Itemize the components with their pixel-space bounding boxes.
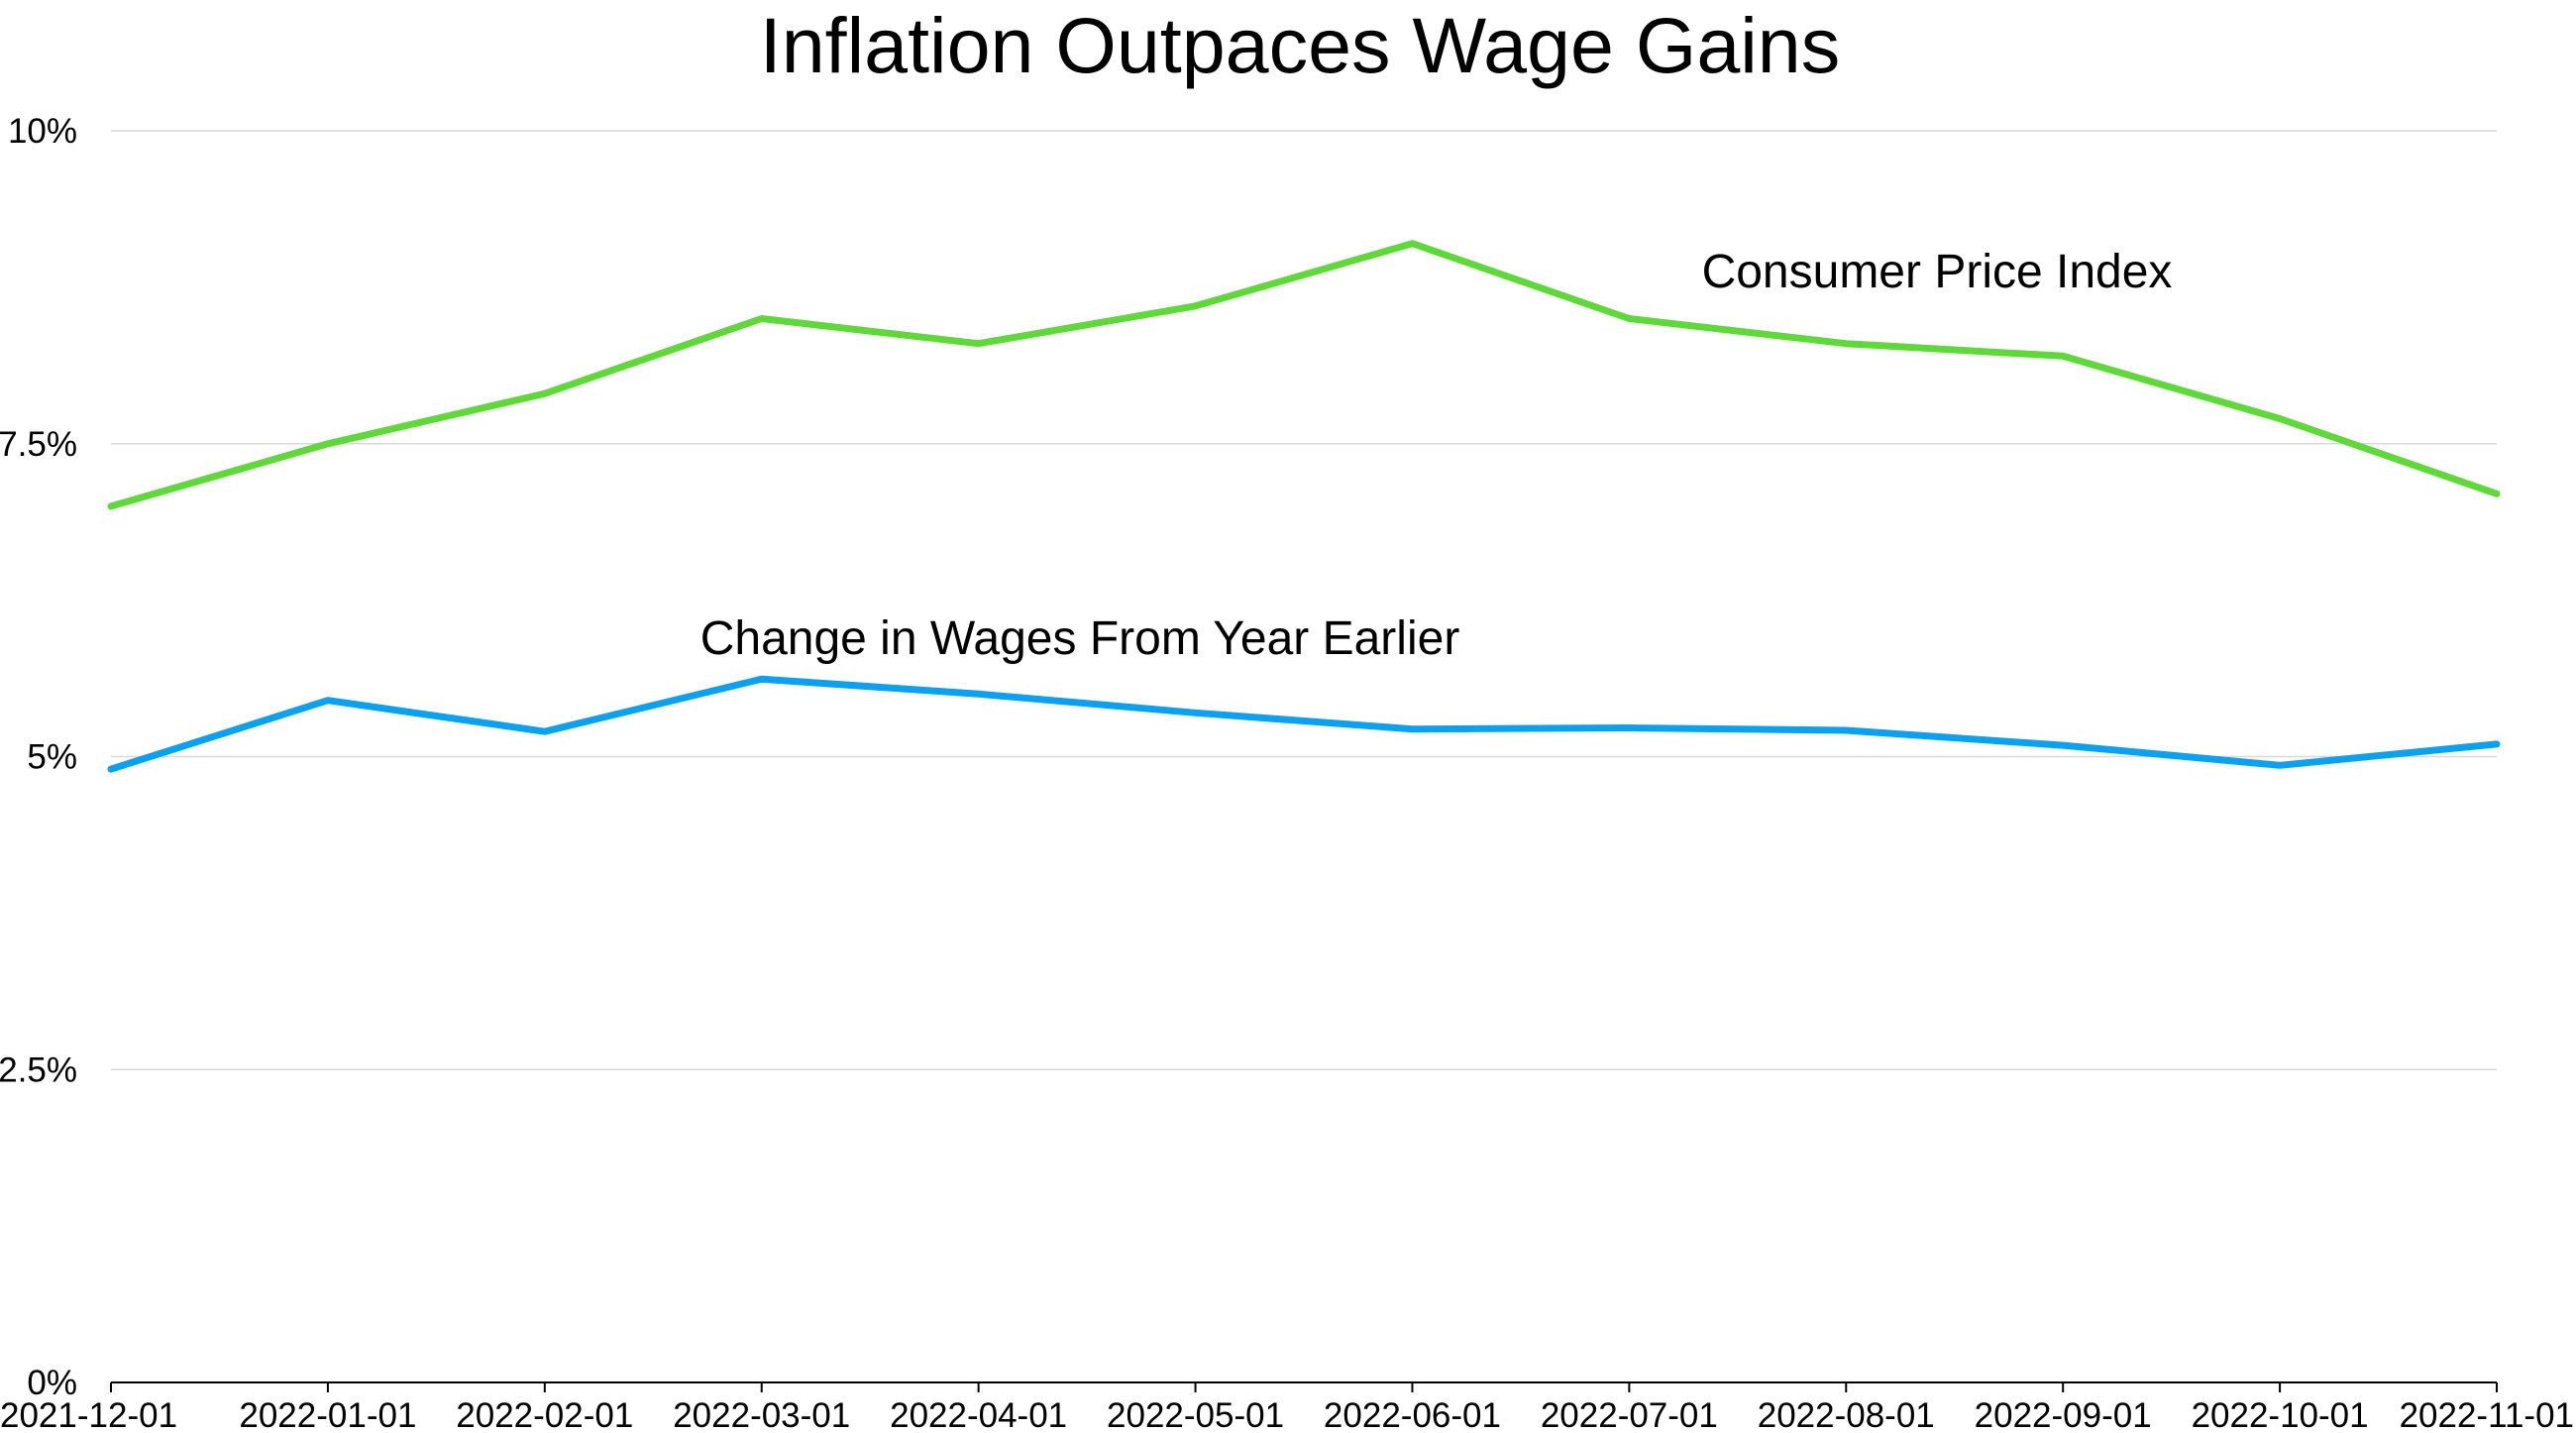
x-tick-label: 2022-01-01 — [239, 1396, 416, 1433]
x-tick-label: 2021-12-01 — [0, 1396, 177, 1433]
series-line-wages — [107, 675, 2501, 773]
y-axis-ticks: 0% 2.5% 5% 7.5% 10% — [0, 112, 77, 1402]
x-tick-label: 2022-08-01 — [1758, 1396, 1935, 1433]
x-tick-label: 2022-02-01 — [456, 1396, 633, 1433]
chart-title: Inflation Outpaces Wage Gains — [760, 1, 1841, 89]
y-tick-label: 0% — [27, 1364, 77, 1402]
y-tick-label: 10% — [8, 112, 77, 151]
y-tick-label: 2.5% — [0, 1050, 77, 1089]
gridlines — [111, 130, 2497, 1070]
y-tick-label: 7.5% — [0, 425, 77, 464]
y-tick-label: 5% — [27, 738, 77, 777]
series-labels: Consumer Price Index Change in Wages From… — [700, 246, 2173, 665]
x-tick-label: 2022-04-01 — [890, 1396, 1067, 1433]
x-tick-label: 2022-05-01 — [1107, 1396, 1284, 1433]
x-tick-label: 2022-06-01 — [1324, 1396, 1501, 1433]
series-label-wages: Change in Wages From Year Earlier — [700, 612, 1460, 665]
x-axis-ticks: 2021-12-01 2022-01-01 2022-02-01 2022-03-01… — [0, 1382, 2574, 1433]
series-label-cpi: Consumer Price Index — [1702, 246, 2173, 298]
x-tick-label: 2022-03-01 — [673, 1396, 850, 1433]
x-tick-label: 2022-11-01 — [2400, 1396, 2574, 1433]
series-lines — [107, 240, 2501, 773]
series-line-cpi — [107, 240, 2501, 510]
x-tick-label: 2022-10-01 — [2192, 1396, 2369, 1433]
x-tick-label: 2022-07-01 — [1541, 1396, 1718, 1433]
x-tick-label: 2022-09-01 — [1975, 1396, 2152, 1433]
